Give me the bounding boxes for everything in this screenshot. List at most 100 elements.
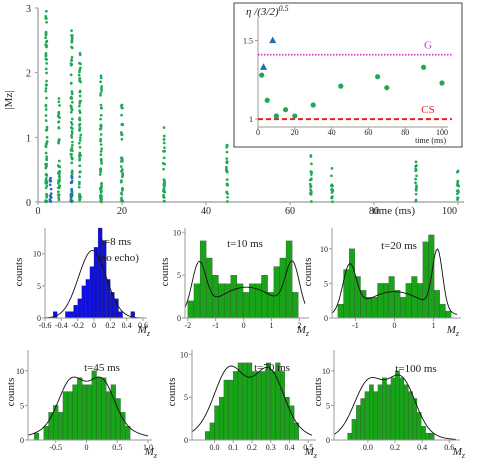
- histogram-y-tick-label: 10: [16, 367, 24, 376]
- main-x-tick-label: 0: [36, 206, 41, 217]
- main-data-point: [49, 176, 52, 180]
- histogram-bar: [228, 379, 234, 441]
- main-data-point: [78, 118, 81, 121]
- main-data-point: [163, 180, 167, 184]
- inset-x-tick-label: 40: [328, 128, 336, 137]
- main-x-tick-label: 100: [442, 206, 457, 217]
- main-data-point: [70, 179, 74, 183]
- inset-data-point: [292, 113, 298, 119]
- main-data-point: [57, 196, 61, 200]
- histogram-y-tick-label: 5: [20, 401, 24, 410]
- main-data-point: [44, 43, 48, 47]
- histogram-bar: [62, 391, 68, 441]
- main-data-point: [121, 159, 124, 163]
- main-data-point: [79, 66, 82, 70]
- histogram-x-tick-label: 1: [270, 321, 274, 330]
- histogram-bar: [65, 311, 70, 319]
- main-data-point: [414, 188, 418, 191]
- main-data-point: [44, 36, 47, 40]
- histogram-x-tick-label: 0.3: [266, 443, 276, 452]
- main-data-point: [58, 184, 62, 188]
- histogram-fit-curve: [184, 260, 306, 308]
- main-data-point: [57, 140, 60, 143]
- main-data-point: [44, 119, 48, 122]
- main-data-point: [225, 150, 229, 154]
- main-data-point: [70, 174, 73, 178]
- histogram-x-tick-label: 0.4: [417, 443, 427, 452]
- main-data-point: [44, 186, 48, 190]
- main-data-point: [456, 169, 460, 173]
- histogram-x-tick-label: -0.5: [49, 443, 62, 452]
- main-data-point: [44, 114, 48, 117]
- inset-data-point: [259, 63, 268, 70]
- main-y-tick-label: 1: [26, 133, 31, 144]
- main-data-point: [226, 195, 229, 199]
- main-data-point: [45, 58, 48, 61]
- main-data-point: [225, 143, 229, 147]
- inset-x-tick-label: 0: [256, 128, 260, 137]
- main-data-point: [162, 149, 165, 153]
- histogram-bar: [405, 283, 412, 319]
- main-data-point: [120, 189, 124, 192]
- main-data-point: [78, 61, 81, 65]
- histogram-y-tick-label: 5: [324, 279, 328, 288]
- main-data-point: [78, 51, 82, 55]
- histogram-bar: [118, 311, 123, 319]
- histogram-bar: [417, 283, 423, 319]
- main-data-point: [44, 67, 48, 71]
- histogram-bar: [110, 292, 115, 319]
- histogram-bar: [425, 432, 431, 441]
- histogram-x-tick-label: 0.0: [363, 443, 373, 452]
- main-data-point: [45, 155, 48, 159]
- main-data-point: [310, 162, 313, 166]
- main-x-tick-label: 40: [201, 206, 211, 217]
- main-data-point: [99, 103, 103, 107]
- main-data-point: [78, 139, 82, 142]
- main-data-point: [57, 120, 60, 124]
- main-data-point: [78, 198, 81, 202]
- main-data-point: [162, 138, 166, 141]
- histogram-bar: [285, 240, 293, 319]
- histogram-y-tick-label: 5: [326, 401, 330, 410]
- histogram-bar: [275, 362, 281, 441]
- main-y-tick-label: 0: [26, 198, 31, 209]
- histogram-x-tick-label: 0.6: [138, 321, 148, 330]
- histogram-bar: [214, 405, 220, 441]
- inset-data-point: [310, 102, 316, 108]
- main-data-point: [58, 104, 61, 107]
- main-data-point: [69, 126, 73, 129]
- main-data-point: [69, 73, 73, 77]
- histogram-y-tick-label: 10: [322, 367, 330, 376]
- histogram-bar: [265, 362, 271, 441]
- histogram-y-tick-label: 5: [177, 271, 181, 280]
- histogram-bar: [434, 290, 440, 319]
- histogram-y-tick-label: 0: [177, 314, 181, 323]
- histogram-x-tick-label: 0.6: [444, 443, 454, 452]
- main-data-point: [45, 79, 48, 83]
- histogram-bar: [351, 419, 357, 441]
- histogram-bar: [193, 283, 201, 319]
- main-data-point: [69, 63, 73, 67]
- main-data-point: [120, 103, 124, 107]
- histogram-bar: [219, 397, 225, 441]
- histogram-title: t=8 ms: [101, 236, 131, 248]
- main-data-point: [78, 90, 82, 94]
- histogram-fit-curve: [191, 365, 313, 436]
- main-data-point: [225, 167, 228, 171]
- main-data-point: [77, 73, 81, 77]
- inset-data-point: [269, 36, 277, 44]
- histogram-y-tick-label: 5: [37, 282, 41, 291]
- histogram-bar: [77, 298, 82, 319]
- main-data-point: [99, 93, 102, 97]
- main-data-point: [99, 143, 103, 146]
- main-data-point: [57, 193, 61, 197]
- main-data-point: [163, 146, 166, 150]
- histogram-bar: [242, 292, 250, 319]
- main-data-point: [99, 153, 103, 156]
- histogram-bar: [233, 371, 239, 441]
- main-data-point: [414, 160, 418, 164]
- histogram-x-tick-label: 0: [242, 321, 246, 330]
- histogram-x-tick-label: 0.0: [210, 443, 220, 452]
- main-data-point: [309, 188, 312, 192]
